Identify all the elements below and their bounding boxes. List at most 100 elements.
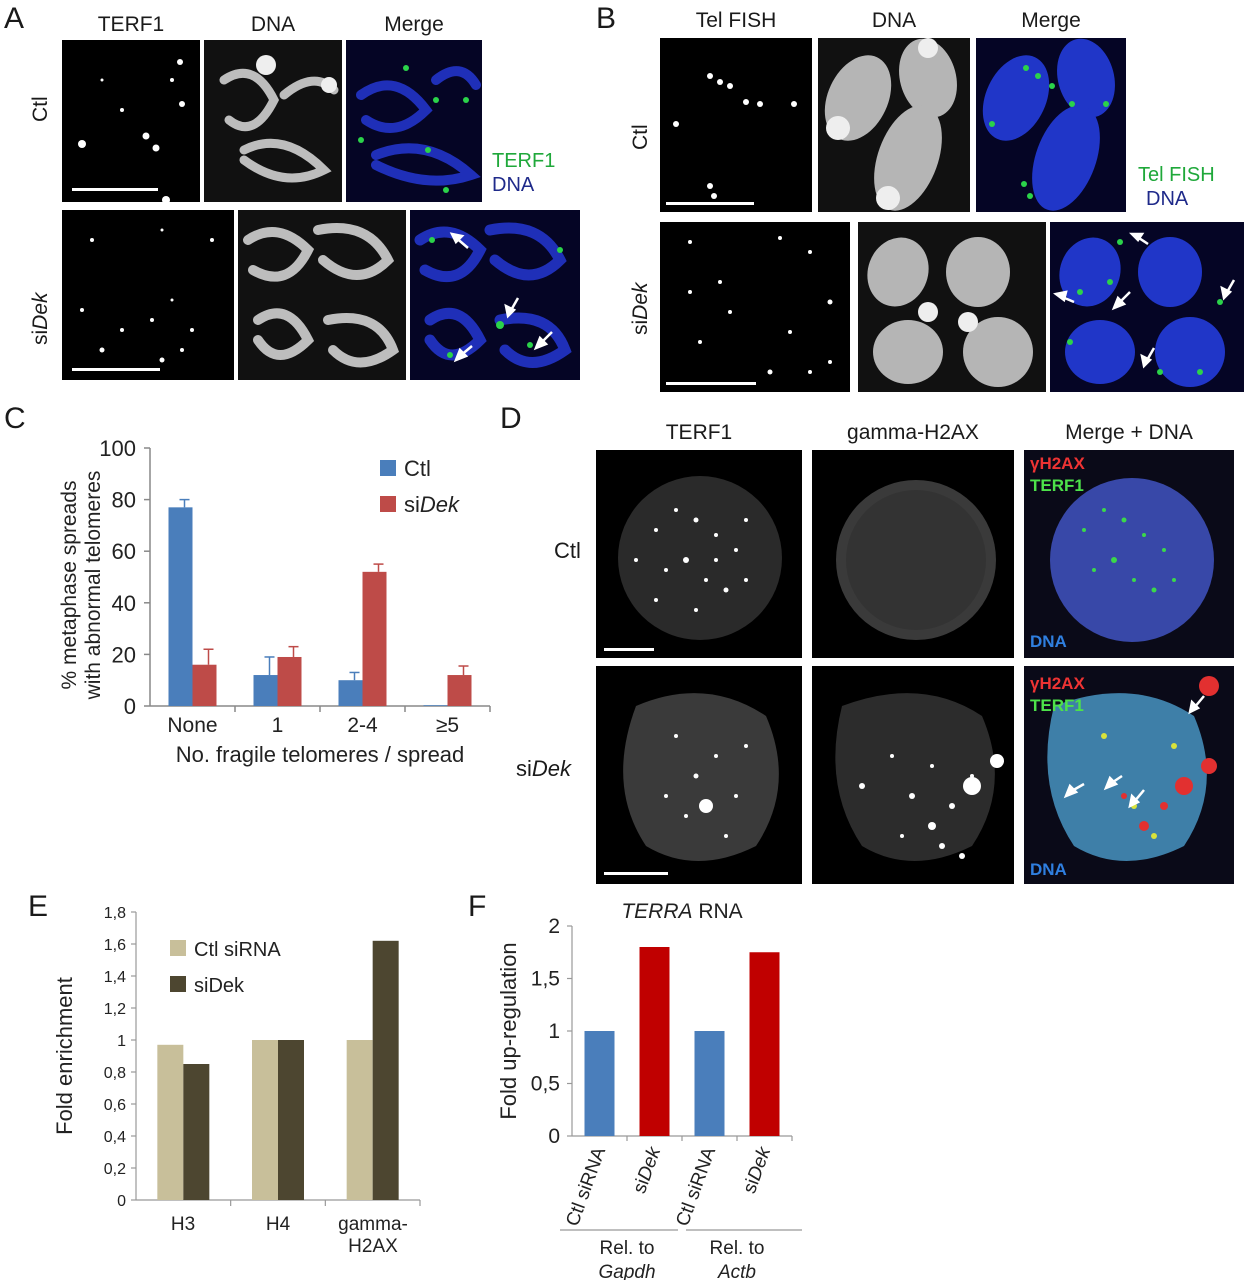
panel-b-ctl-merge-image [976, 38, 1126, 212]
panel-b-sidek-dna-image [858, 222, 1046, 392]
panel-a-label: A [4, 2, 25, 35]
c-bar-ctl [253, 675, 278, 706]
panel-a-col-dna: DNA [250, 13, 296, 36]
e-y-tick-label: 0 [117, 1193, 126, 1210]
panel-b-ctl-telfish-image [660, 38, 812, 212]
panel-a-row-ctl: Ctl [29, 96, 52, 122]
c-x-tick-label: None [167, 714, 217, 737]
c-y-tick-label: 40 [112, 591, 136, 616]
panel-a-col-terf1: TERF1 [97, 13, 165, 36]
e-legend-swatch [170, 940, 186, 956]
panel-d-col-gammah2ax: gamma-H2AX [847, 421, 979, 444]
f-y-tick-label: 1 [548, 1020, 560, 1043]
panel-c-label: C [4, 402, 26, 435]
c-x-tick-label: 2-4 [347, 714, 378, 737]
e-bar-1 [372, 940, 399, 1200]
panel-b-legend-dna: DNA [1146, 188, 1189, 210]
panel-d-sidek-overlay-dna: DNA [1030, 860, 1067, 879]
panel-a-ctl-terf1-image [62, 40, 200, 202]
panel-a-legend-terf1: TERF1 [492, 150, 556, 172]
c-x-axis-label: No. fragile telomeres / spread [176, 742, 465, 767]
panel-a-legend-dna: DNA [492, 174, 535, 196]
panel-b-sidek-merge-image [1050, 222, 1244, 392]
f-y-tick-label: 1,5 [531, 968, 560, 991]
f-x-tick-label: siDek [629, 1143, 666, 1196]
e-y-tick-label: 1,6 [104, 937, 126, 954]
f-title: TERRA RNA [621, 900, 742, 923]
panel-b-col-dna: DNA [871, 9, 917, 32]
c-y-tick-label: 20 [112, 642, 136, 667]
e-y-tick-label: 0,4 [104, 1129, 126, 1146]
panel-d-label: D [500, 402, 522, 435]
panel-d-col-merge: Merge + DNA [1065, 421, 1193, 444]
panel-d-ctl-overlay-gammah2ax: γH2AX [1030, 454, 1085, 473]
f-x-tick-label: Ctl siRNA [672, 1144, 720, 1229]
panel-a-ctl-merge-image [346, 40, 482, 202]
panel-b-row-sidek: siDek [629, 282, 652, 335]
c-y-axis-label: % metaphase spreadswith abnormal telomer… [58, 471, 105, 701]
f-y-tick-label: 0,5 [531, 1073, 560, 1096]
panel-d-ctl-overlay-terf1: TERF1 [1030, 476, 1084, 495]
f-group-label: Rel. to [600, 1238, 655, 1259]
panel-d-ctl-gammah2ax-image [812, 450, 1014, 658]
f-bar [749, 952, 780, 1136]
panel-d-sidek-overlay-terf1: TERF1 [1030, 696, 1084, 715]
f-group-label: Rel. to [710, 1238, 765, 1259]
c-legend-swatch [380, 496, 396, 512]
e-legend-label: Ctl siRNA [194, 939, 281, 961]
panel-b-col-merge: Merge [1021, 9, 1081, 32]
e-y-axis-label: Fold enrichment [52, 977, 77, 1135]
c-bar-sidek [362, 571, 387, 706]
c-legend-label: siDek [404, 492, 460, 517]
panel-d-row-ctl: Ctl [554, 538, 581, 563]
panel-c-chart: 0 20 40 60 80 100 None 1 2-4 ≥5 Ctl siDek % metaphas… [58, 436, 491, 767]
f-group-gene: Gapdh [598, 1262, 655, 1280]
c-bar-sidek [277, 656, 302, 706]
f-bar [694, 1031, 725, 1136]
panel-d-ctl-overlay-dna: DNA [1030, 632, 1067, 651]
panel-d-sidek-merge-image: γH2AX TERF1 DNA [1024, 666, 1234, 884]
e-y-tick-label: 1 [117, 1033, 126, 1050]
e-x-tick-label: H3 [171, 1214, 195, 1235]
e-bar-0 [346, 1040, 373, 1200]
panel-d-sidek-gammah2ax-image [812, 666, 1014, 884]
c-legend-swatch [380, 460, 396, 476]
e-y-tick-label: 1,4 [104, 969, 126, 986]
panel-e-chart: 0 0,2 0,4 0,6 0,8 1 1,2 1,4 1,6 1,8 H3 H4 gamma-H2AX… [52, 905, 421, 1257]
panel-b-ctl-dna-image [818, 38, 970, 212]
c-bar-ctl [423, 705, 448, 706]
e-x-tick-label: gamma-H2AX [338, 1214, 408, 1257]
e-legend-label: siDek [194, 975, 245, 997]
e-bar-1 [278, 1040, 304, 1200]
f-x-tick-label: Ctl siRNA [562, 1144, 610, 1229]
c-legend-label: Ctl [404, 456, 431, 481]
c-y-tick-label: 80 [112, 488, 136, 513]
c-bar-sidek [192, 664, 217, 706]
e-y-tick-label: 0,8 [104, 1065, 126, 1082]
panel-f-label: F [468, 890, 487, 923]
e-y-tick-label: 0,2 [104, 1161, 126, 1178]
f-x-tick-label: siDek [739, 1143, 776, 1196]
e-y-tick-label: 1,8 [104, 905, 126, 922]
panel-d-row-sidek: siDek [516, 756, 572, 781]
panel-d-ctl-terf1-image [596, 450, 802, 658]
e-bar-0 [157, 1044, 184, 1200]
f-group-gene: Actb [717, 1262, 756, 1280]
c-bar-sidek [447, 675, 472, 706]
panel-b-sidek-telfish-image [660, 222, 850, 392]
panel-a-sidek-merge-image [410, 210, 580, 380]
f-bar [639, 947, 670, 1136]
panel-d-ctl-merge-image: γH2AX TERF1 DNA [1024, 450, 1234, 658]
panel-a-sidek-terf1-image [62, 210, 234, 380]
c-bar-ctl [168, 507, 193, 706]
panel-b-legend-telfish: Tel FISH [1138, 164, 1215, 186]
panel-a-ctl-dna-image [204, 40, 342, 202]
panel-d-sidek-overlay-gammah2ax: γH2AX [1030, 674, 1085, 693]
panel-b-row-ctl: Ctl [629, 124, 652, 150]
e-y-tick-label: 1,2 [104, 1001, 126, 1018]
c-y-tick-label: 60 [112, 539, 136, 564]
f-y-tick-label: 0 [548, 1125, 560, 1148]
panel-a-col-merge: Merge [384, 13, 444, 36]
e-x-tick-label: H4 [266, 1214, 291, 1235]
